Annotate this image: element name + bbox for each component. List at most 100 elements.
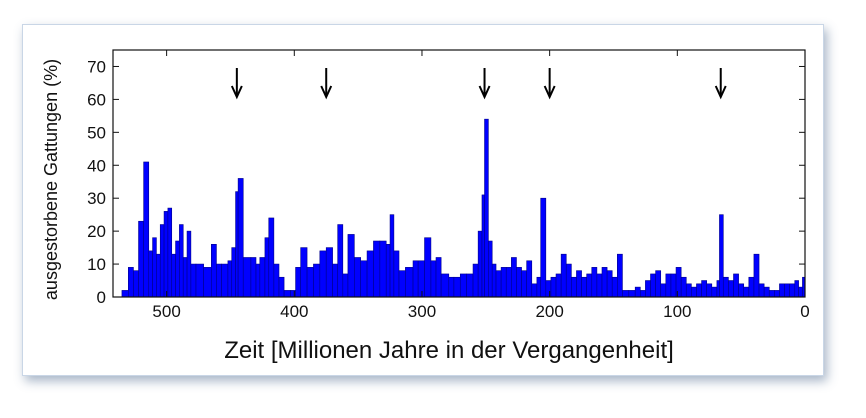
bar — [660, 283, 667, 298]
bar — [453, 276, 461, 298]
bar — [555, 273, 562, 298]
bar — [634, 286, 641, 298]
bar — [459, 273, 467, 298]
bar — [159, 224, 165, 298]
bar — [622, 290, 630, 298]
bar — [701, 280, 707, 298]
plot-area-border — [112, 49, 806, 298]
bar — [283, 290, 291, 298]
y-tick-label: 70 — [87, 57, 106, 76]
y-tick-label: 30 — [87, 189, 106, 208]
bar — [417, 260, 425, 298]
bar — [435, 257, 442, 298]
bar — [685, 283, 692, 298]
bar — [190, 263, 197, 298]
bar — [440, 273, 450, 298]
bar — [779, 283, 785, 298]
bar — [581, 276, 587, 298]
y-tick-label: 60 — [87, 90, 106, 109]
bar — [430, 260, 437, 298]
x-tick-label: 500 — [152, 302, 180, 321]
bar — [550, 276, 557, 298]
bar — [628, 290, 636, 298]
bar — [211, 244, 217, 298]
bar — [133, 270, 139, 298]
bar — [195, 263, 204, 298]
bar — [179, 224, 184, 298]
bar — [521, 270, 527, 298]
y-tick-label: 50 — [87, 123, 106, 142]
bar — [163, 211, 169, 298]
bar — [325, 247, 333, 298]
axis-ticks: 0 10 20 30 40 50 60 70 500 400 300 200 100 0 — [87, 50, 810, 321]
bar — [531, 283, 538, 298]
bar — [545, 280, 552, 298]
bar — [472, 263, 479, 298]
bar — [128, 267, 134, 298]
bar — [313, 263, 321, 298]
bar — [665, 273, 672, 298]
down-arrow-icon — [714, 68, 727, 100]
bar — [670, 273, 677, 298]
bar — [481, 194, 485, 298]
bar — [235, 191, 239, 298]
bar — [143, 161, 150, 298]
bar — [167, 207, 173, 298]
bar — [373, 240, 381, 298]
bar — [500, 267, 507, 298]
bar — [606, 270, 613, 298]
bar — [424, 237, 432, 298]
bar — [617, 253, 623, 298]
y-tick-label: 10 — [87, 255, 106, 274]
bar — [763, 286, 770, 298]
bar — [182, 257, 188, 298]
bar — [138, 220, 144, 298]
bar — [477, 230, 483, 298]
bar — [398, 270, 406, 298]
bar — [758, 283, 765, 298]
bar — [743, 286, 750, 298]
bar — [250, 257, 257, 298]
bar — [696, 283, 702, 298]
bar — [728, 280, 734, 298]
bar — [121, 290, 129, 298]
bar — [290, 290, 296, 298]
down-arrow-icon — [543, 68, 556, 100]
bar — [536, 276, 542, 298]
y-tick-label: 20 — [87, 222, 106, 241]
bar-series — [121, 118, 806, 298]
bar — [768, 290, 775, 298]
bar — [691, 286, 697, 298]
bar — [794, 280, 799, 298]
bar — [601, 267, 608, 298]
bar — [748, 276, 755, 298]
bar — [148, 250, 153, 298]
bar — [484, 118, 489, 298]
bar — [706, 283, 713, 298]
bar — [540, 197, 547, 298]
bar — [571, 276, 577, 298]
bar — [268, 217, 275, 298]
bar — [680, 276, 687, 298]
bar — [488, 240, 493, 298]
bar — [491, 263, 497, 298]
bar — [733, 273, 739, 298]
x-tick-label: 400 — [280, 302, 308, 321]
bar — [264, 237, 270, 298]
y-axis-label: ausgestorbene Gattungen (%) — [41, 59, 61, 300]
bar — [295, 267, 301, 298]
bar — [586, 273, 593, 298]
bar — [319, 250, 327, 298]
bar — [156, 253, 161, 298]
bar — [175, 240, 180, 298]
bar — [412, 260, 419, 298]
bar — [511, 257, 517, 298]
bar — [798, 286, 803, 298]
bar — [560, 253, 567, 298]
x-tick-label: 300 — [408, 302, 436, 321]
bar — [516, 267, 522, 298]
bar — [227, 260, 233, 298]
y-tick-label: 40 — [87, 156, 106, 175]
bar — [393, 250, 400, 298]
